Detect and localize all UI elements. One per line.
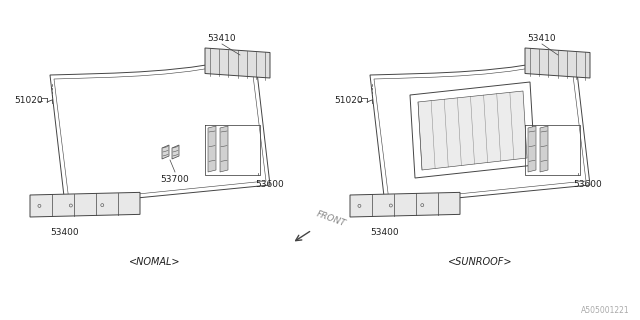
Text: FRONT: FRONT: [315, 209, 347, 228]
Text: 53400: 53400: [371, 228, 399, 237]
Polygon shape: [172, 145, 179, 159]
Polygon shape: [208, 126, 216, 172]
Text: 51020: 51020: [334, 95, 363, 105]
Text: 53600: 53600: [255, 180, 284, 189]
Text: 51020: 51020: [14, 95, 43, 105]
Polygon shape: [205, 48, 270, 78]
Text: 53700: 53700: [161, 175, 189, 184]
Polygon shape: [350, 192, 460, 217]
Polygon shape: [528, 126, 536, 172]
Text: A505001221: A505001221: [581, 306, 630, 315]
Text: <SUNROOF>: <SUNROOF>: [448, 257, 512, 267]
Text: 53410: 53410: [208, 34, 236, 43]
Text: <NOMAL>: <NOMAL>: [129, 257, 180, 267]
Text: 53600: 53600: [573, 180, 602, 189]
Polygon shape: [220, 126, 228, 172]
Polygon shape: [418, 91, 527, 170]
Polygon shape: [540, 126, 548, 172]
Text: 53400: 53400: [51, 228, 79, 237]
Text: 53410: 53410: [528, 34, 556, 43]
Polygon shape: [162, 145, 169, 159]
Polygon shape: [30, 192, 140, 217]
Polygon shape: [525, 48, 590, 78]
